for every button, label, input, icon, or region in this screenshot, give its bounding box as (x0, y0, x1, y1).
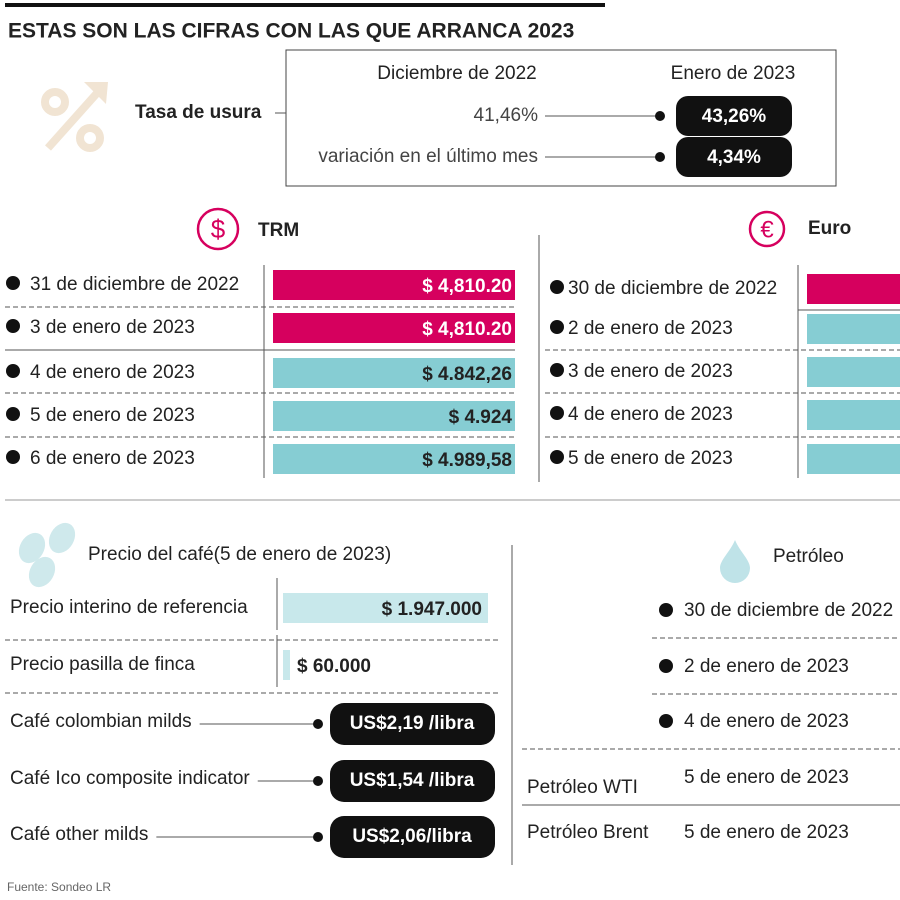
section-title: Euro (808, 218, 851, 239)
bullet (550, 280, 564, 294)
dollar-icon: $ (196, 207, 240, 251)
date: 4 de enero de 2023 (568, 404, 733, 425)
section-title: Petróleo (773, 546, 844, 567)
value: $ 60.000 (297, 656, 371, 677)
date: 5 de enero de 2023 (30, 405, 195, 426)
bullet (659, 714, 673, 728)
percent-icon (41, 82, 108, 152)
bar (273, 313, 515, 343)
pill-value: 43,26% (702, 106, 767, 127)
date: 5 de enero de 2023 (568, 448, 733, 469)
bar (283, 650, 290, 680)
bullet (550, 363, 564, 377)
row-label: Café colombian milds (10, 711, 192, 732)
row-label: Café other milds (10, 824, 148, 845)
usura-box (285, 49, 837, 187)
row-label: Precio pasilla de finca (10, 654, 195, 675)
section-title: Precio del café(5 de enero de 2023) (88, 544, 391, 565)
pill-value: US$2,19 /libra (350, 713, 475, 734)
bar (273, 358, 515, 388)
row-label: 41,46% (474, 105, 539, 126)
date: 5 de enero de 2023 (684, 822, 849, 843)
bullet (550, 450, 564, 464)
value: $ 4.989,58 (422, 450, 512, 471)
date: 30 de diciembre de 2022 (568, 278, 777, 299)
column-header: Enero de 2023 (671, 63, 796, 84)
bar (807, 314, 900, 344)
bar (273, 401, 515, 431)
value: $ 1.947.000 (382, 599, 482, 620)
bullet (659, 659, 673, 673)
source: Fuente: Sondeo LR (7, 880, 111, 894)
column-header: Diciembre de 2022 (377, 63, 536, 84)
bullet (6, 407, 20, 421)
date: 31 de diciembre de 2022 (30, 274, 239, 295)
bullet (659, 603, 673, 617)
value: $ 4,810.20 (422, 276, 512, 297)
top-rule (5, 3, 605, 7)
drop-icon (720, 540, 750, 583)
pill-value: 4,34% (707, 147, 761, 168)
date: 30 de diciembre de 2022 (684, 600, 893, 621)
dot (655, 111, 665, 121)
dot (313, 832, 323, 842)
date: 2 de enero de 2023 (684, 656, 849, 677)
bar (273, 444, 515, 474)
bullet (550, 320, 564, 334)
date: 5 de enero de 2023 (684, 767, 849, 788)
euro-icon: € (748, 210, 786, 248)
bar (807, 274, 900, 304)
pill (676, 96, 792, 136)
date: 3 de enero de 2023 (30, 317, 195, 338)
svg-text:$: $ (211, 214, 226, 244)
bullet (6, 364, 20, 378)
date: 3 de enero de 2023 (568, 361, 733, 382)
bullet (550, 406, 564, 420)
value: $ 4,810.20 (422, 319, 512, 340)
bar (807, 444, 900, 474)
pill (676, 137, 792, 177)
bar (807, 400, 900, 430)
date: 4 de enero de 2023 (684, 711, 849, 732)
value: $ 4.842,26 (422, 364, 512, 385)
bar (283, 593, 488, 623)
bullet (6, 276, 20, 290)
row-label: Café Ico composite indicator (10, 768, 250, 789)
row-label: Precio interino de referencia (10, 597, 248, 618)
pill-value: US$2,06/libra (352, 826, 472, 847)
section-title: TRM (258, 220, 299, 241)
bar (273, 270, 515, 300)
date: 6 de enero de 2023 (30, 448, 195, 469)
svg-text:€: € (760, 216, 774, 243)
value: $ 4.924 (449, 407, 513, 428)
pill (330, 760, 495, 802)
bullet (6, 319, 20, 333)
title: ESTAS SON LAS CIFRAS CON LAS QUE ARRANCA… (8, 20, 574, 43)
pill (330, 703, 495, 745)
bar (807, 357, 900, 387)
dot (313, 776, 323, 786)
row-label: variación en el último mes (318, 146, 538, 167)
coffee-icon (18, 522, 76, 588)
row-label: Petróleo Brent (527, 822, 649, 843)
pill-value: US$1,54 /libra (350, 770, 475, 791)
bullet (6, 450, 20, 464)
row-label: Petróleo WTI (527, 777, 638, 798)
date: 2 de enero de 2023 (568, 318, 733, 339)
usura-label: Tasa de usura (135, 102, 262, 123)
dot (655, 152, 665, 162)
dot (313, 719, 323, 729)
pill (330, 816, 495, 858)
date: 4 de enero de 2023 (30, 362, 195, 383)
